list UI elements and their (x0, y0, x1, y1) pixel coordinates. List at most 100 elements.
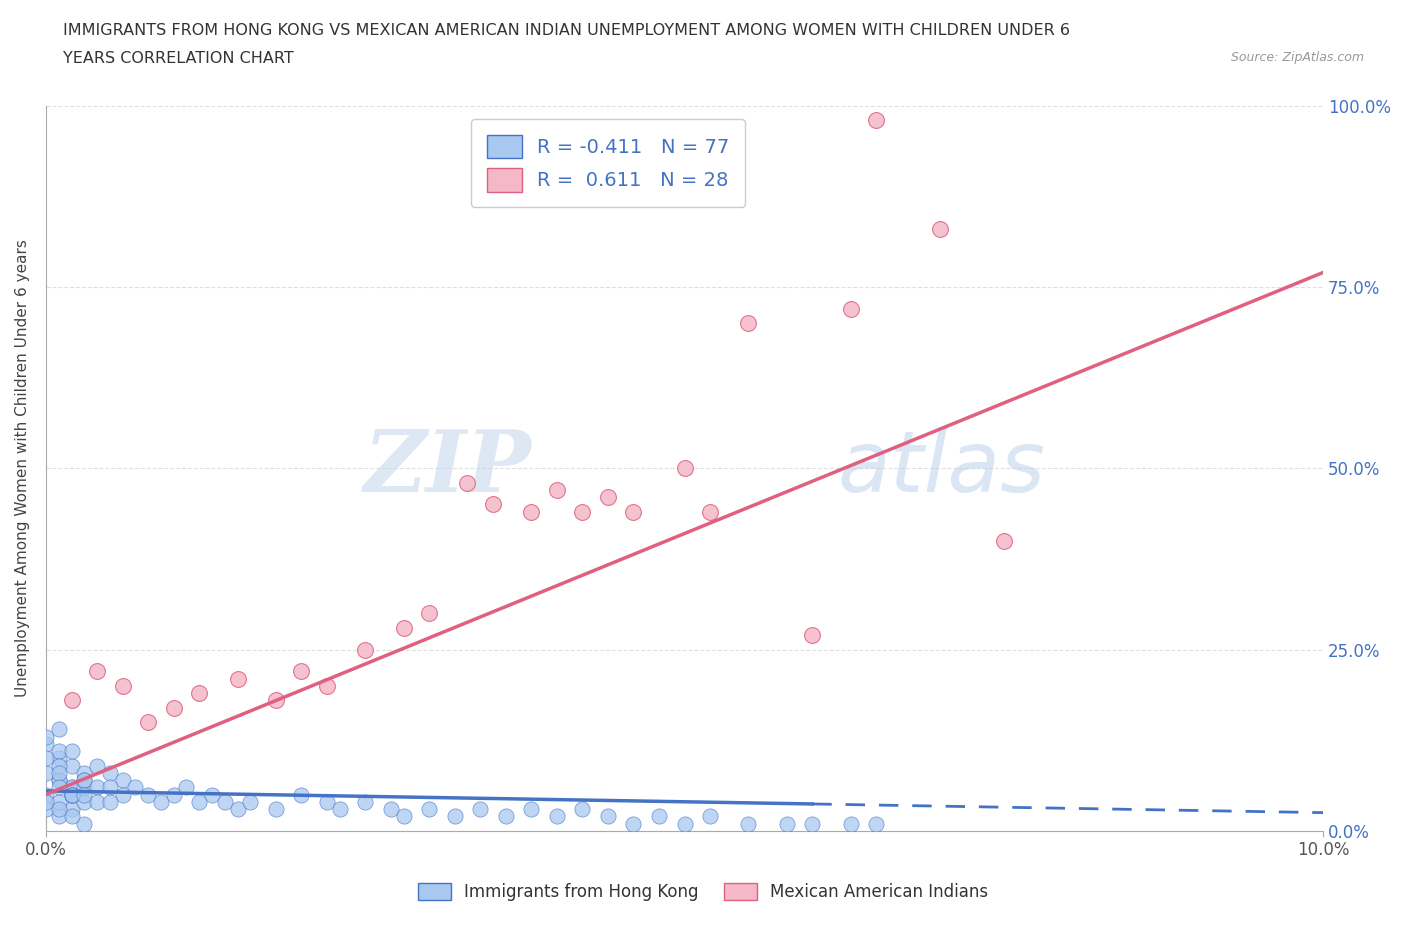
Point (48, 773, 70, 788)
Point (111, 678, 134, 693)
Point (60, 744, 83, 759)
Point (48, 765, 70, 780)
Y-axis label: Unemployment Among Women with Children Under 6 years: Unemployment Among Women with Children U… (15, 239, 30, 698)
Point (443, 809, 465, 824)
Point (60, 787, 83, 802)
Point (60, 787, 83, 802)
Point (136, 714, 159, 729)
Point (73, 773, 96, 788)
Point (60, 758, 83, 773)
Point (495, 809, 517, 824)
Point (35, 802, 58, 817)
Point (316, 794, 339, 809)
Point (86, 794, 108, 809)
Text: IMMIGRANTS FROM HONG KONG VS MEXICAN AMERICAN INDIAN UNEMPLOYMENT AMONG WOMEN WI: IMMIGRANTS FROM HONG KONG VS MEXICAN AME… (63, 23, 1070, 38)
Point (111, 787, 134, 802)
Text: Source: ZipAtlas.com: Source: ZipAtlas.com (1230, 51, 1364, 64)
Point (546, 483, 568, 498)
Point (48, 722, 70, 737)
Point (48, 794, 70, 809)
Point (776, 817, 799, 831)
Point (73, 817, 96, 831)
Point (456, 475, 478, 490)
Point (48, 751, 70, 765)
Point (73, 787, 96, 802)
Point (239, 794, 262, 809)
Point (35, 737, 58, 751)
Point (48, 773, 70, 788)
Point (801, 817, 824, 831)
Point (86, 664, 108, 679)
Point (60, 787, 83, 802)
Legend: Immigrants from Hong Kong, Mexican American Indians: Immigrants from Hong Kong, Mexican Ameri… (411, 876, 995, 908)
Point (48, 809, 70, 824)
Point (136, 787, 159, 802)
Point (596, 490, 619, 505)
Point (226, 671, 249, 686)
Point (648, 809, 671, 824)
Point (188, 685, 211, 700)
Point (60, 780, 83, 795)
Point (571, 802, 593, 817)
Point (73, 773, 96, 788)
Point (290, 664, 312, 679)
Point (546, 809, 568, 824)
Point (163, 787, 186, 802)
Point (316, 678, 339, 693)
Point (35, 751, 58, 765)
Point (865, 113, 887, 127)
Point (699, 809, 721, 824)
Point (111, 773, 134, 788)
Point (73, 765, 96, 780)
Point (623, 817, 645, 831)
Point (35, 787, 58, 802)
Point (354, 642, 377, 657)
Point (124, 780, 146, 795)
Point (482, 497, 505, 512)
Point (60, 809, 83, 824)
Point (737, 817, 759, 831)
Legend: R = -0.411   N = 77, R =  0.611   N = 28: R = -0.411 N = 77, R = 0.611 N = 28 (471, 119, 745, 207)
Point (48, 780, 70, 795)
Point (60, 693, 83, 708)
Point (188, 794, 211, 809)
Point (596, 809, 619, 824)
Point (520, 802, 543, 817)
Point (48, 744, 70, 759)
Point (839, 301, 862, 316)
Point (60, 780, 83, 795)
Point (993, 533, 1015, 548)
Point (418, 802, 440, 817)
Point (73, 794, 96, 809)
Point (35, 729, 58, 744)
Point (571, 504, 593, 519)
Point (201, 787, 224, 802)
Point (226, 802, 249, 817)
Point (98, 765, 121, 780)
Point (73, 780, 96, 795)
Point (929, 221, 952, 236)
Point (86, 758, 108, 773)
Point (520, 504, 543, 519)
Point (98, 780, 121, 795)
Point (839, 817, 862, 831)
Point (264, 693, 287, 708)
Point (801, 628, 824, 643)
Point (380, 802, 402, 817)
Point (673, 460, 696, 475)
Point (48, 758, 70, 773)
Text: ZIP: ZIP (363, 427, 531, 510)
Text: atlas: atlas (838, 427, 1046, 510)
Point (60, 787, 83, 802)
Point (35, 794, 58, 809)
Point (865, 817, 887, 831)
Point (354, 794, 377, 809)
Point (673, 817, 696, 831)
Point (470, 802, 492, 817)
Point (163, 700, 186, 715)
Text: YEARS CORRELATION CHART: YEARS CORRELATION CHART (63, 51, 294, 66)
Point (737, 316, 759, 331)
Point (48, 802, 70, 817)
Point (418, 605, 440, 620)
Point (214, 794, 236, 809)
